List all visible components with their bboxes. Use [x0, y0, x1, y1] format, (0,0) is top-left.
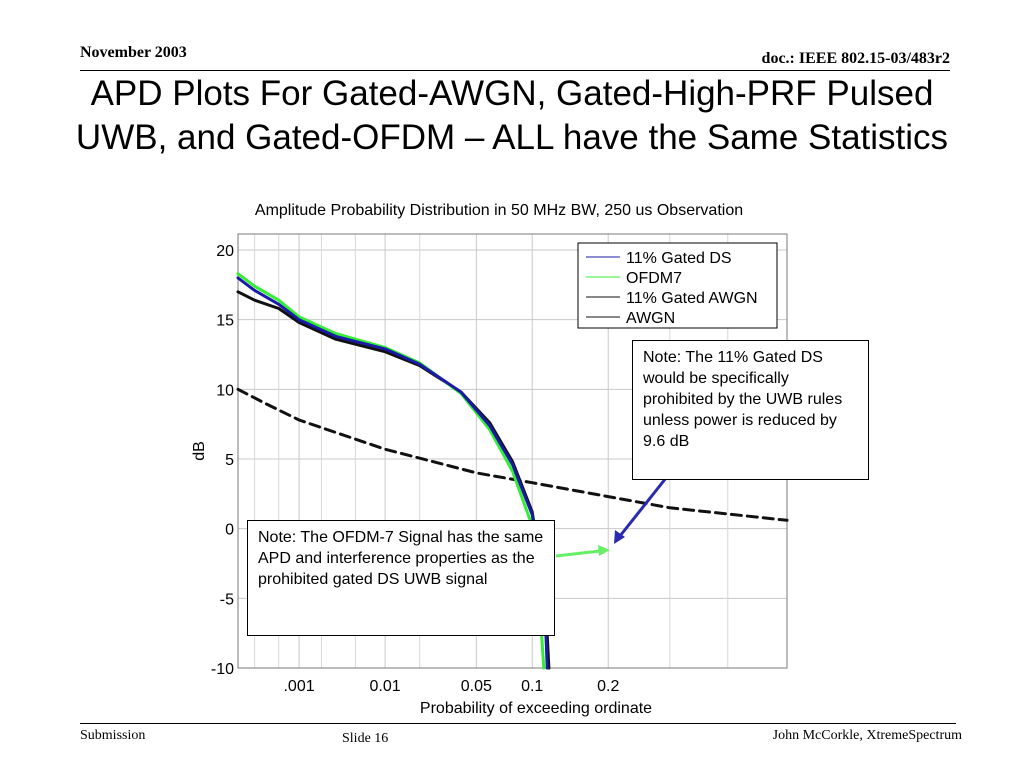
y-axis-label: dB: [191, 441, 208, 461]
legend-box: [577, 242, 778, 329]
chart-legend: 11% Gated DS OFDM7 11% Gated AWGN AWGN: [577, 242, 778, 329]
note-ofdm: Note: The OFDM-7 Signal has the same APD…: [247, 520, 555, 636]
ofdm-note-arrow: [555, 549, 601, 558]
x-tick-label: 0.01: [370, 678, 401, 695]
gated-note-arrow: [618, 477, 668, 537]
y-tick-labels: 20 15 10 5 0 -5 -10: [211, 243, 234, 678]
legend-label: 11% Gated DS: [626, 250, 732, 267]
header-date: November 2003: [80, 44, 187, 61]
footer-slide-number: Slide 16: [342, 731, 389, 746]
legend-label: OFDM7: [626, 270, 682, 287]
x-axis-label: Probability of exceeding ordinate: [420, 700, 652, 717]
y-tick-label: 0: [225, 522, 234, 539]
y-tick-label: 15: [216, 313, 234, 330]
header-doc-id: doc.: IEEE 802.15-03/483r2: [761, 50, 950, 67]
x-tick-label: .001: [283, 678, 314, 695]
y-tick-label: 5: [225, 452, 234, 469]
annotation-arrows: [555, 477, 668, 558]
footer-divider: [80, 723, 956, 724]
header-divider: [80, 70, 950, 71]
legend-label: AWGN: [626, 310, 675, 327]
legend-label: 11% Gated AWGN: [626, 290, 758, 307]
chart-title: Amplitude Probability Distribution in 50…: [255, 202, 743, 219]
y-tick-label: 10: [216, 382, 234, 399]
y-tick-label: -10: [211, 661, 234, 678]
ofdm-note-arrowhead: [598, 545, 610, 556]
note-gated-ds: Note: The 11% Gated DS would be specific…: [632, 340, 869, 480]
x-tick-labels: .001 0.01 0.05 0.1 0.2: [283, 678, 619, 695]
slide-title: APD Plots For Gated-AWGN, Gated-High-PRF…: [75, 74, 949, 157]
y-tick-label: 20: [216, 243, 234, 260]
footer-submission: Submission: [80, 728, 146, 743]
x-tick-label: 0.2: [597, 678, 619, 695]
x-tick-label: 0.05: [461, 678, 492, 695]
y-tick-label: -5: [220, 591, 234, 608]
footer-author: John McCorkle, XtremeSpectrum: [772, 728, 962, 743]
gated-note-arrowhead: [614, 530, 625, 544]
x-tick-label: 0.1: [521, 678, 543, 695]
series-line-awgn: [236, 387, 789, 522]
chart-title-backdrop: [0, 198, 1024, 222]
